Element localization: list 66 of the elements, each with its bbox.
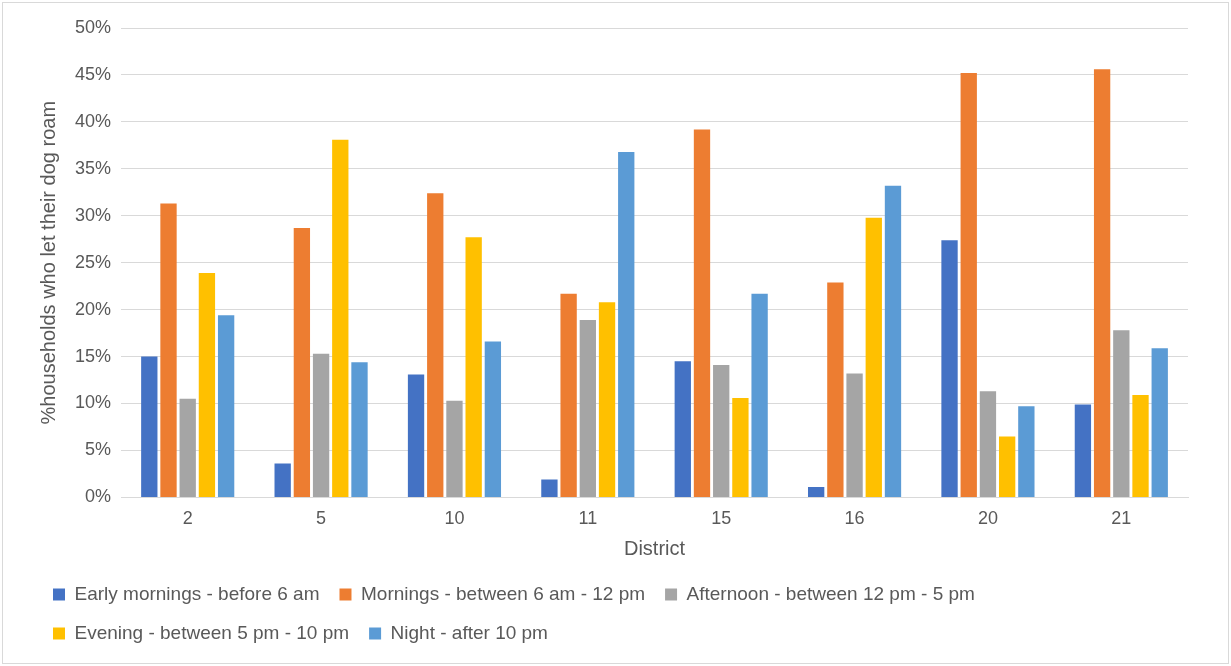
x-tick-label: 21	[1111, 508, 1132, 529]
bar	[979, 391, 997, 497]
bar	[1113, 330, 1130, 497]
bar	[312, 353, 330, 497]
bar	[1151, 348, 1168, 497]
x-tick-label: 10	[444, 508, 465, 529]
bar	[351, 362, 368, 497]
bar	[998, 436, 1016, 497]
bar	[579, 319, 596, 497]
bar	[732, 397, 749, 497]
y-tick-label: 40%	[75, 110, 112, 131]
y-tick-label: 10%	[75, 392, 112, 413]
bar	[541, 479, 558, 497]
y-axis-title: %households who let their dog roam	[36, 100, 59, 425]
y-tick-label: 35%	[75, 157, 112, 178]
y-tick-label: 30%	[75, 204, 112, 225]
bar	[808, 487, 825, 497]
legend-label: Night - after 10 pm	[390, 621, 548, 643]
bar	[560, 293, 577, 497]
bar	[1074, 404, 1092, 497]
bar	[846, 373, 863, 497]
x-tick-label: 20	[977, 508, 998, 529]
bar	[446, 400, 463, 497]
bar	[598, 302, 616, 497]
bar	[407, 374, 425, 497]
bar	[274, 463, 291, 497]
bar	[484, 341, 502, 497]
legend-label: Evening - between 5 pm - 10 pm	[74, 621, 350, 643]
bar	[217, 315, 235, 497]
bar	[427, 193, 444, 497]
bar	[160, 203, 177, 497]
y-tick-label: 15%	[75, 345, 112, 366]
bar	[465, 237, 482, 497]
bar	[179, 398, 196, 497]
y-tick-label: 25%	[75, 251, 112, 272]
bar	[751, 293, 768, 497]
bar	[865, 217, 882, 497]
bar	[713, 365, 730, 497]
bar	[332, 139, 349, 497]
y-tick-label: 50%	[75, 16, 112, 37]
legend-label: Early mornings - before 6 am	[74, 582, 320, 604]
x-tick-label: 2	[182, 508, 193, 529]
bar	[293, 227, 311, 497]
bar	[693, 129, 711, 497]
bar	[674, 361, 691, 497]
y-tick-label: 5%	[85, 439, 112, 460]
bar	[1018, 406, 1035, 497]
x-tick-label: 5	[316, 508, 327, 529]
bar	[141, 356, 158, 497]
y-tick-label: 45%	[75, 63, 112, 84]
bar	[1093, 69, 1111, 497]
bar	[1132, 395, 1149, 497]
x-tick-label: 15	[711, 508, 732, 529]
x-tick-label: 16	[844, 508, 865, 529]
bar	[198, 273, 216, 497]
x-tick-label: 11	[578, 508, 598, 529]
x-axis-title: District	[623, 536, 686, 559]
y-tick-label: 20%	[75, 298, 112, 319]
legend-label: Afternoon - between 12 pm - 5 pm	[686, 582, 975, 604]
y-tick-label: 0%	[85, 486, 112, 507]
bar	[941, 240, 958, 497]
bar	[884, 185, 902, 497]
bar	[960, 73, 977, 497]
bar	[827, 282, 844, 497]
bar	[618, 151, 635, 497]
legend-label: Mornings - between 6 am - 12 pm	[360, 582, 646, 604]
